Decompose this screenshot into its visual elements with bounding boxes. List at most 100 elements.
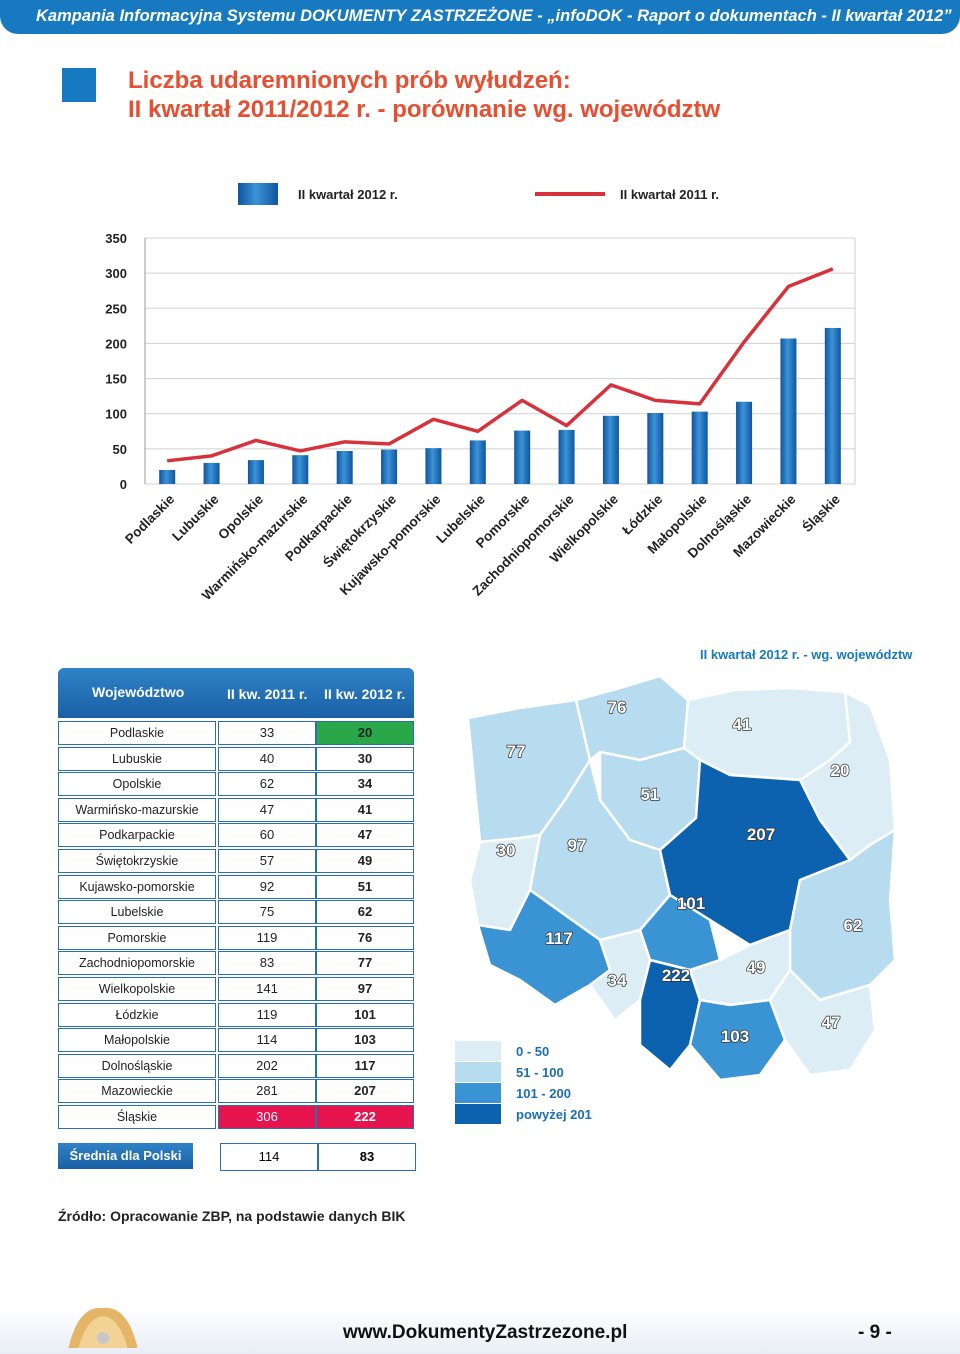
chart-legend: II kwartał 2012 r. II kwartał 2011 r. (238, 183, 719, 205)
table-cell-region: Mazowieckie (58, 1079, 216, 1104)
table-cell-2012: 47 (316, 823, 414, 848)
page-title: Liczba udaremnionych prób wyłudzeń: II k… (128, 66, 720, 124)
col-header-2012: II kw. 2012 r. (324, 686, 406, 702)
table-cell-2011: 57 (218, 849, 316, 873)
table-row: Warmińsko-mazurskie 47 41 (58, 797, 414, 822)
y-tick-label: 100 (105, 407, 127, 422)
map-value-warmińsko-mazurskie: 41 (733, 715, 752, 734)
table-cell-region: Pomorskie (58, 925, 216, 950)
bar-warmińsko-mazurskie (292, 455, 309, 484)
table-cell-region: Małopolskie (58, 1028, 216, 1053)
map-value-lubelskie: 62 (844, 916, 863, 935)
y-tick-label: 350 (105, 231, 127, 246)
table-cell-region: Śląskie (58, 1105, 216, 1129)
map-legend-label-101-200: 101 - 200 (516, 1086, 571, 1101)
map-value-pomorskie: 76 (608, 698, 627, 717)
table-cell-2011: 92 (218, 874, 316, 899)
bar-łódzkie (647, 413, 664, 484)
table-cell-2012: 101 (316, 1002, 414, 1027)
table-cell-2011: 202 (218, 1053, 316, 1078)
table-cell-2011: 114 (218, 1028, 316, 1053)
table-cell-region: Podkarpackie (58, 823, 216, 848)
table-cell-2012: 76 (316, 925, 414, 950)
table-cell-region: Świętokrzyskie (58, 849, 216, 873)
table-cell-region: Łódzkie (58, 1002, 216, 1027)
map-value-mazowieckie: 207 (747, 825, 775, 844)
table-cell-2012: 62 (316, 900, 414, 925)
map-legend-swatch-51-100 (455, 1062, 501, 1082)
title-line-1: Liczba udaremnionych prób wyłudzeń: (128, 67, 571, 94)
map-value-wielkopolskie: 97 (568, 836, 587, 855)
bar-śląskie (824, 327, 841, 484)
average-2012: 83 (318, 1143, 416, 1171)
table-cell-2011: 306 (218, 1105, 316, 1129)
map-region-podkarpackie (768, 968, 877, 1077)
bar-mazowieckie (780, 338, 797, 484)
bar-dolnośląskie (736, 401, 753, 484)
map-legend-swatch-101-200 (455, 1083, 501, 1103)
map-value-małopolskie: 103 (721, 1027, 749, 1046)
table-cell-region: Kujawsko-pomorskie (58, 874, 216, 899)
map-region-opolskie (588, 928, 652, 1022)
table-row: Łódzkie 119 101 (58, 1002, 414, 1027)
footer-bar: www.DokumentyZastrzezone.pl - 9 - (0, 1306, 960, 1354)
title-square-marker (62, 68, 96, 102)
map-value-łódzkie: 101 (677, 894, 705, 913)
map-legend-label-0-50: 0 - 50 (516, 1044, 550, 1059)
bar-małopolskie (691, 411, 708, 484)
bar-lubelskie (469, 440, 486, 484)
map-value-kujawsko-pomorskie: 51 (641, 785, 660, 804)
map-value-opolskie: 34 (608, 971, 627, 990)
map-region-malopolskie (688, 998, 787, 1082)
table-cell-2012: 77 (316, 951, 414, 976)
map-value-dolnośląskie: 117 (545, 929, 572, 948)
table-cell-region: Wielkopolskie (58, 977, 216, 1001)
table-row: Lubuskie 40 30 (58, 746, 414, 771)
table-cell-region: Opolskie (58, 772, 216, 797)
table-cell-2012: 41 (316, 797, 414, 822)
y-tick-label: 50 (113, 442, 127, 457)
table-cell-2011: 62 (218, 772, 316, 797)
table-cell-2011: 33 (218, 721, 316, 745)
table-cell-2011: 47 (218, 797, 316, 822)
table-row: Świętokrzyskie 57 49 (58, 849, 414, 873)
bar-podkarpackie (336, 450, 353, 484)
map-region-pomorskie (574, 674, 690, 762)
table-cell-2012: 207 (316, 1079, 414, 1104)
table-row: Zachodniopomorskie 83 77 (58, 951, 414, 976)
table-cell-2011: 119 (218, 1002, 316, 1027)
y-tick-label: 300 (105, 266, 127, 281)
table-row: Mazowieckie 281 207 (58, 1079, 414, 1104)
table-cell-2012: 222 (316, 1105, 414, 1129)
table-cell-2012: 20 (316, 721, 414, 745)
table-cell-2011: 83 (218, 951, 316, 976)
table-row: Opolskie 62 34 (58, 772, 414, 797)
table-cell-2011: 119 (218, 925, 316, 950)
table-cell-region: Lubuskie (58, 746, 216, 771)
table-cell-region: Lubelskie (58, 900, 216, 925)
map-value-podlaskie: 20 (831, 761, 850, 780)
bar-zachodniopomorskie (558, 429, 575, 484)
table-row: Kujawsko-pomorskie 92 51 (58, 874, 414, 899)
legend-bar-swatch (238, 183, 278, 205)
y-tick-label: 150 (105, 372, 127, 387)
table-cell-2012: 51 (316, 874, 414, 899)
table-cell-region: Warmińsko-mazurskie (58, 797, 216, 822)
table-cell-2012: 117 (316, 1053, 414, 1078)
bar-opolskie (247, 460, 264, 484)
table-cell-2012: 49 (316, 849, 414, 873)
map-legend-swatch-above-201 (455, 1104, 501, 1124)
bar-podlaskie (159, 469, 176, 484)
table-row: Śląskie 306 222 (58, 1105, 414, 1129)
table-cell-region: Podlaskie (58, 721, 216, 745)
col-header-2011: II kw. 2011 r. (227, 686, 308, 702)
map-legend-label-51-100: 51 - 100 (516, 1065, 564, 1080)
table-row: Małopolskie 114 103 (58, 1028, 414, 1053)
bar-kujawsko-pomorskie (425, 448, 442, 484)
col-header-region: Województwo (92, 684, 185, 700)
table-row: Podlaskie 33 20 (58, 721, 414, 745)
table-row: Podkarpackie 60 47 (58, 823, 414, 848)
table-cell-2011: 40 (218, 746, 316, 771)
y-tick-label: 0 (120, 477, 127, 492)
table-cell-2011: 60 (218, 823, 316, 848)
